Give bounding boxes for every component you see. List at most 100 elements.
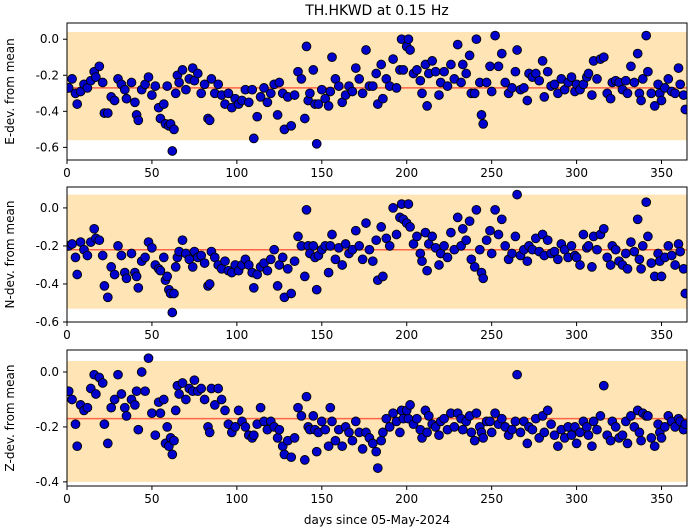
data-point	[131, 271, 142, 282]
x-tick-label: 350	[650, 492, 673, 506]
data-point	[255, 402, 266, 413]
data-point	[403, 34, 414, 45]
data-point	[403, 199, 414, 209]
data-point	[391, 83, 402, 93]
data-point	[675, 79, 686, 90]
data-point	[192, 68, 203, 79]
data-point	[629, 77, 640, 88]
data-point	[277, 252, 288, 263]
subplot-panels: 0 50 100 150 200 250 300 350 0.0 -0.2 -0.4 -0.6 E-de…	[3, 22, 688, 506]
data-point	[626, 411, 636, 421]
y-tick-label: -0.2	[36, 239, 59, 253]
data-point	[632, 48, 643, 59]
data-point	[490, 204, 500, 215]
data-point	[595, 411, 606, 421]
data-point	[67, 74, 77, 84]
data-point	[587, 90, 597, 100]
data-point	[213, 79, 224, 90]
data-point	[471, 204, 482, 215]
data-point	[384, 422, 395, 432]
data-point	[133, 282, 144, 293]
data-point	[539, 427, 550, 438]
data-point	[97, 77, 108, 88]
data-point	[130, 97, 140, 108]
data-point	[507, 248, 517, 259]
data-point	[121, 411, 132, 421]
data-point	[72, 441, 83, 452]
data-point	[510, 66, 521, 77]
y-tick-label: 0.0	[40, 201, 59, 215]
data-point	[130, 400, 140, 410]
data-point	[265, 88, 276, 99]
data-point	[350, 225, 361, 236]
data-point	[354, 74, 365, 84]
data-point	[496, 214, 507, 225]
data-point	[656, 95, 667, 106]
data-point	[430, 66, 441, 77]
data-point	[439, 66, 449, 77]
data-point	[143, 353, 154, 364]
data-point	[412, 65, 422, 75]
data-point	[325, 402, 336, 413]
data-point	[643, 66, 653, 77]
data-point	[91, 389, 101, 399]
data-point	[199, 79, 210, 90]
data-point	[481, 77, 492, 88]
data-point	[478, 433, 489, 443]
subplot-3: 0 50 100 150 200 250 300 350 0.0 -0.2 -0.4 Z-dev. f…	[3, 349, 688, 506]
data-point	[102, 438, 113, 449]
data-point	[311, 446, 322, 457]
data-point	[158, 99, 169, 109]
data-point	[357, 88, 368, 99]
data-point	[663, 74, 674, 84]
data-point	[325, 86, 336, 97]
data-point	[457, 223, 468, 234]
data-point	[199, 394, 210, 405]
data-point	[680, 288, 687, 299]
data-point	[67, 83, 74, 93]
data-point	[216, 394, 227, 405]
data-point	[272, 281, 283, 291]
data-point	[133, 424, 144, 435]
data-point	[598, 380, 609, 391]
data-point	[512, 369, 522, 380]
data-point	[308, 241, 319, 251]
data-point	[478, 273, 489, 284]
x-tick-label: 150	[310, 328, 333, 342]
data-point	[248, 133, 259, 144]
data-point	[378, 427, 388, 438]
data-point	[663, 241, 674, 251]
data-point	[204, 279, 215, 289]
data-point	[388, 408, 398, 419]
y-tick-label: -0.4	[36, 104, 59, 118]
data-point	[490, 30, 500, 41]
data-point	[89, 223, 100, 234]
data-point	[269, 244, 280, 255]
data-point	[678, 90, 687, 100]
data-point	[592, 244, 602, 255]
data-point	[486, 248, 497, 259]
data-point	[91, 72, 101, 82]
y-tick-label: -0.2	[36, 68, 59, 82]
data-point	[512, 189, 522, 200]
data-point	[641, 197, 652, 208]
x-tick-label: 300	[565, 166, 588, 180]
data-point	[378, 93, 388, 104]
data-point	[537, 56, 548, 66]
data-point	[272, 110, 283, 120]
data-point	[305, 88, 315, 99]
data-point	[106, 402, 117, 413]
data-point	[578, 229, 589, 240]
data-point	[209, 400, 220, 410]
data-point	[361, 218, 371, 228]
data-point	[637, 241, 648, 251]
data-point	[272, 433, 283, 443]
data-point	[150, 81, 161, 91]
data-point	[155, 408, 166, 419]
data-point	[622, 438, 633, 449]
data-point	[293, 402, 303, 413]
data-point	[587, 441, 597, 452]
data-point	[174, 389, 184, 399]
data-point	[583, 430, 594, 441]
data-point	[82, 402, 93, 413]
